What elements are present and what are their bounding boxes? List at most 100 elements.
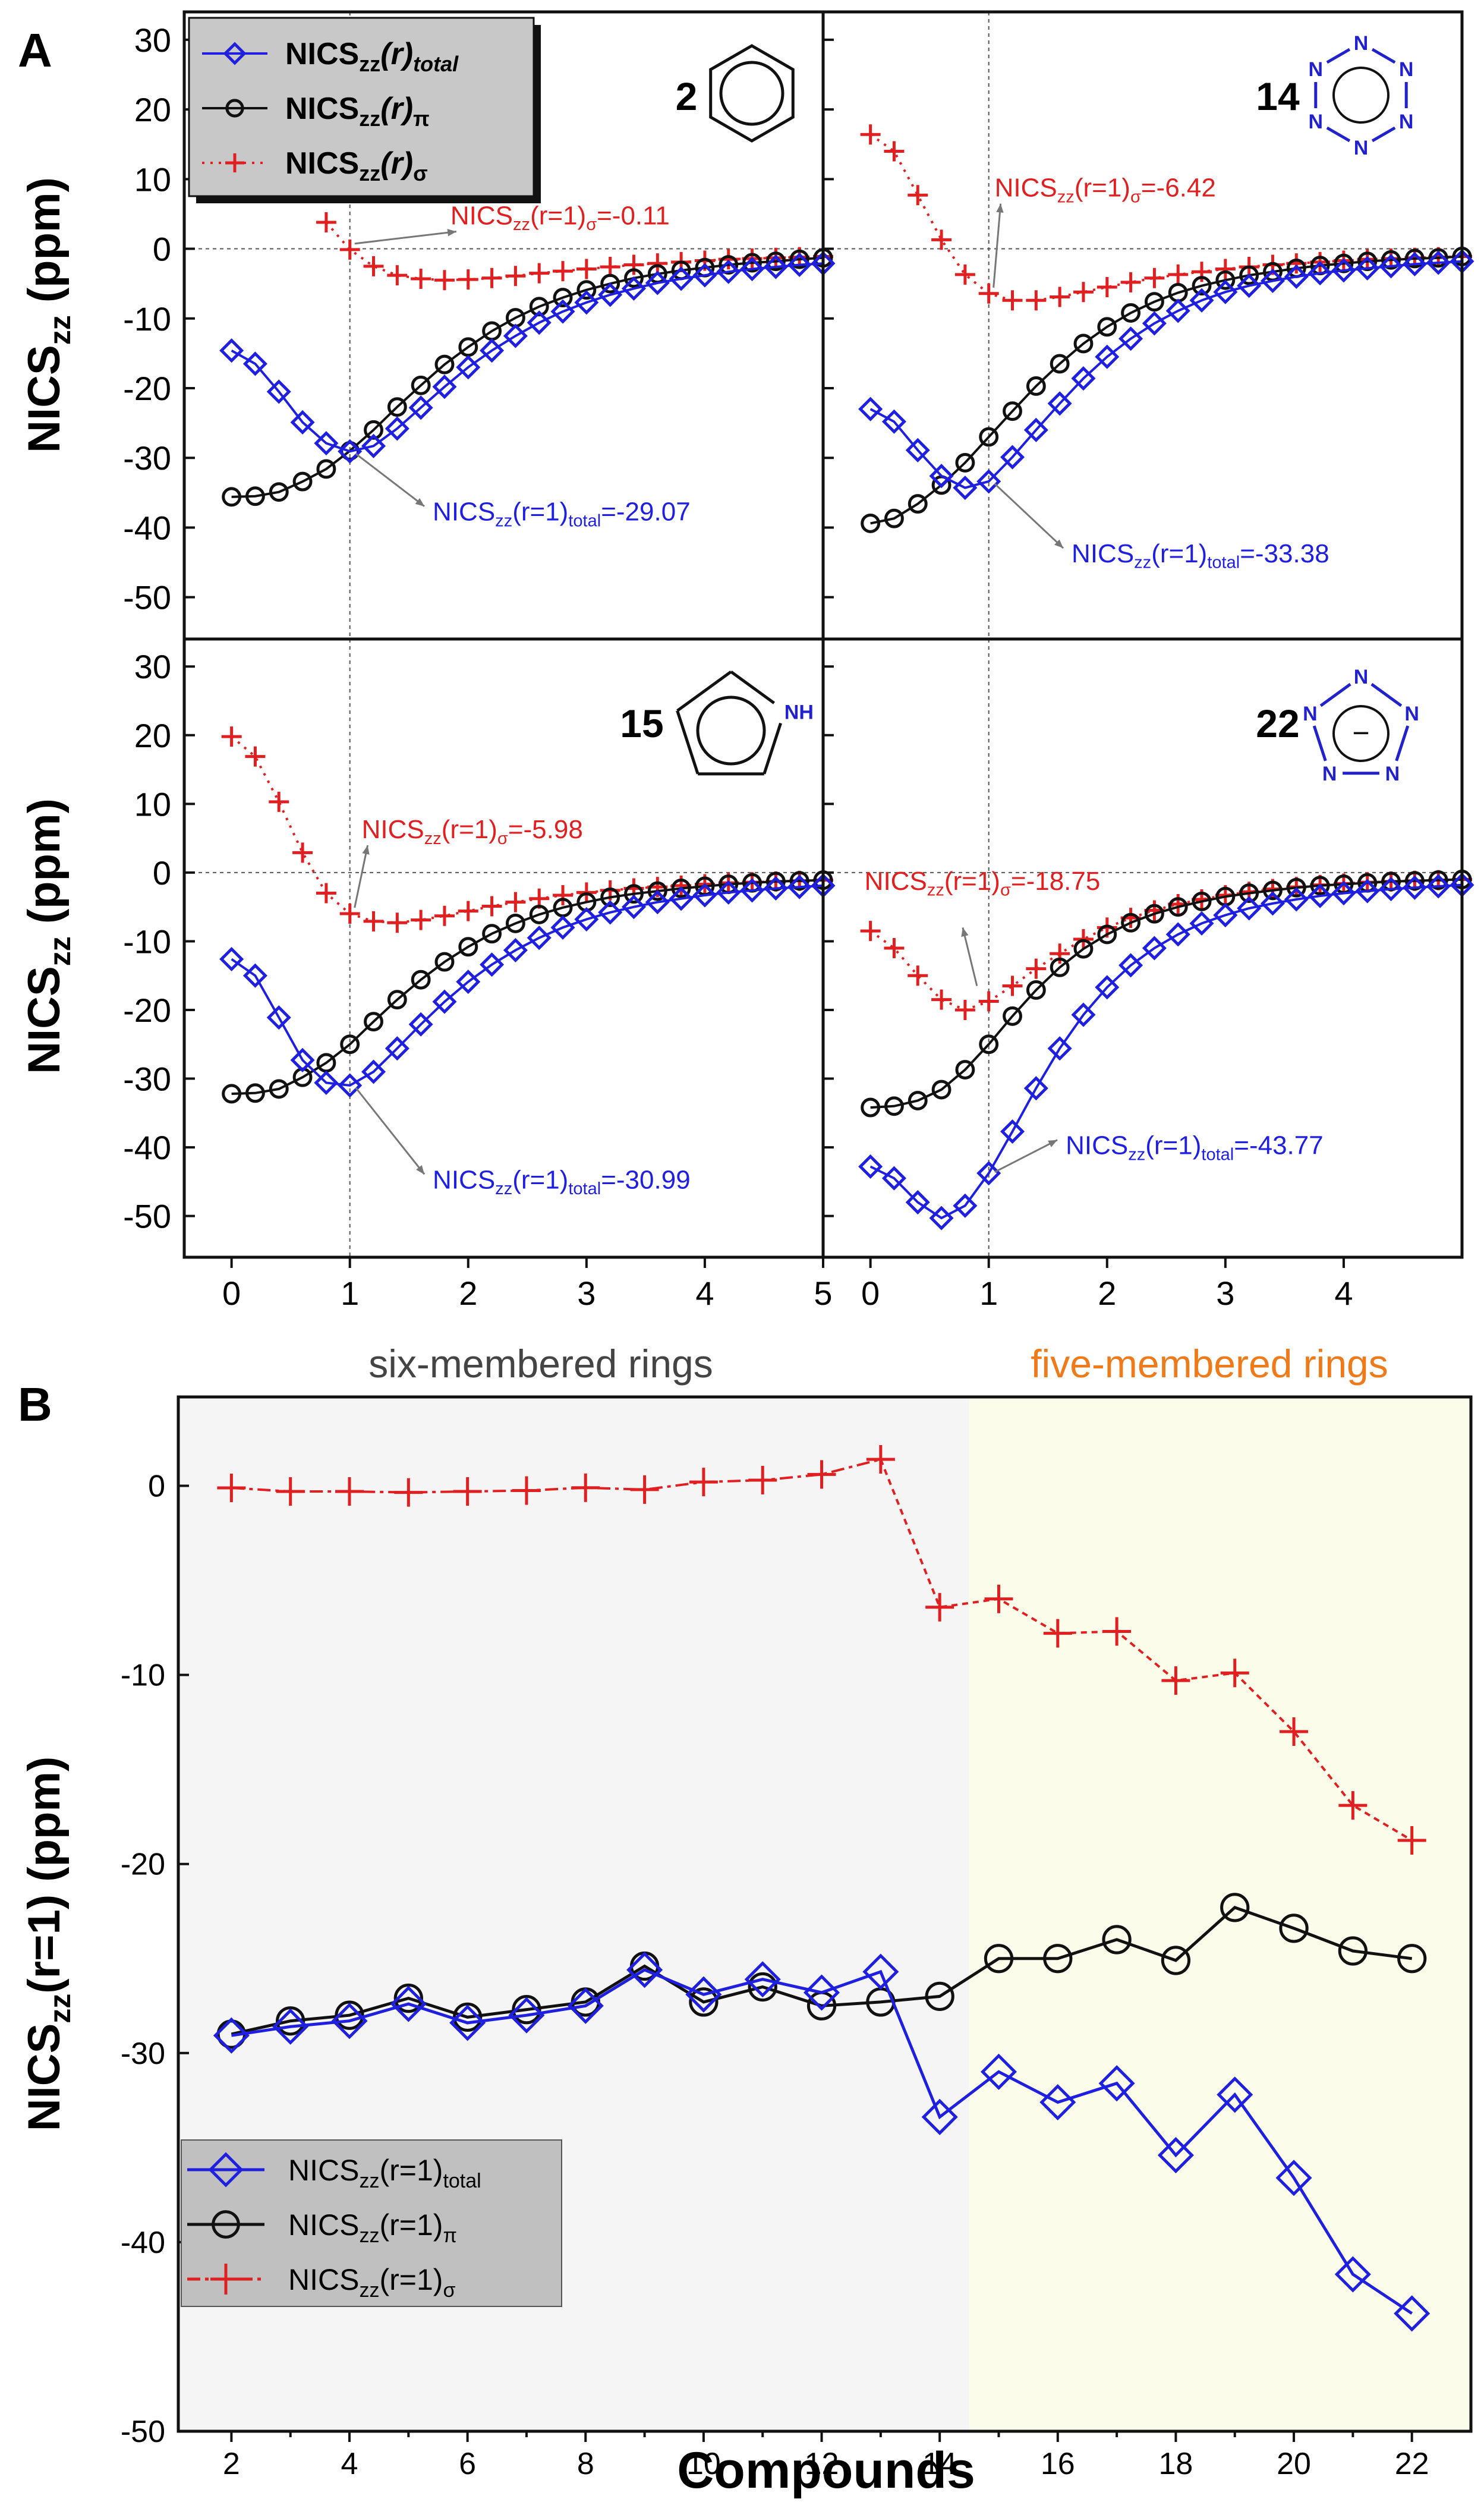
tick-label: 3 bbox=[577, 1274, 596, 1312]
data-point-pi bbox=[1428, 248, 1448, 268]
data-point-total bbox=[314, 431, 339, 456]
data-point-sigma bbox=[866, 1444, 895, 1474]
panel-a-ylabel-top: NICSzz (ppm) bbox=[19, 177, 77, 453]
series-markers-total bbox=[219, 873, 836, 1098]
panel-b-label: B bbox=[18, 1378, 52, 1431]
data-point-total bbox=[1355, 879, 1380, 904]
data-point-total bbox=[1047, 391, 1072, 416]
tick-label: -10 bbox=[123, 923, 171, 960]
tick-label: 10 bbox=[686, 2447, 721, 2481]
data-point-total bbox=[953, 476, 978, 501]
data-point-pi bbox=[1215, 270, 1236, 290]
y-axis-ticks bbox=[823, 38, 834, 599]
data-point-total bbox=[338, 1073, 363, 1098]
data-point-total bbox=[1275, 2160, 1312, 2196]
series-line-sigma bbox=[869, 878, 1463, 1012]
data-point-total bbox=[1213, 279, 1238, 304]
data-point-sigma bbox=[505, 892, 526, 912]
data-point-total bbox=[763, 254, 788, 279]
data-point-total bbox=[1237, 273, 1262, 298]
bond bbox=[1371, 126, 1396, 143]
data-point-pi bbox=[1310, 876, 1330, 896]
data-point-total bbox=[1355, 256, 1380, 281]
data-point-pi bbox=[884, 508, 904, 528]
annotation-arrowhead bbox=[996, 203, 1004, 213]
data-point-sigma bbox=[316, 883, 336, 904]
data-point-total bbox=[858, 1154, 883, 1179]
data-point-sigma bbox=[647, 253, 668, 274]
data-point-total bbox=[408, 1012, 433, 1037]
data-point-pi bbox=[647, 881, 667, 901]
data-point-total bbox=[574, 290, 599, 315]
annotation-arrowhead bbox=[447, 229, 456, 237]
tick-label: -20 bbox=[123, 370, 171, 407]
panel-a-2: NICSzz(r=1)σ=-0.11 NICSzz(r=1)total=-29.0… bbox=[123, 10, 836, 641]
y-axis-ticks: 30 20 10 0 -10 -20 -30 -40 -50 bbox=[123, 21, 195, 616]
panel-b-ylabel: NICSzz(r=1) (ppm) bbox=[19, 1757, 77, 2132]
data-point-total bbox=[905, 1190, 930, 1215]
data-point-total bbox=[1118, 953, 1143, 978]
data-point-pi bbox=[979, 427, 999, 447]
data-point-total bbox=[361, 433, 386, 458]
data-point-total bbox=[626, 1952, 663, 1988]
data-point-sigma bbox=[1002, 290, 1023, 311]
data-point-total bbox=[740, 878, 765, 903]
data-point-sigma bbox=[316, 212, 336, 233]
tick-label: 10 bbox=[134, 785, 171, 823]
series-line-pi bbox=[231, 256, 824, 498]
data-point-pi bbox=[671, 879, 691, 898]
legend-marker-sigma bbox=[225, 153, 244, 172]
tick-label: 8 bbox=[577, 2447, 594, 2481]
data-point-total bbox=[976, 469, 1001, 494]
data-point-total bbox=[527, 310, 552, 335]
data-point-total bbox=[716, 880, 741, 905]
data-point-sigma bbox=[339, 903, 360, 924]
series-markers-sigma bbox=[860, 124, 1472, 311]
tick-label: 1 bbox=[341, 1274, 359, 1312]
annotation-sigma: NICSzz(r=1)σ=-5.98 bbox=[362, 815, 583, 848]
data-point-sigma bbox=[434, 905, 455, 926]
data-point-total bbox=[503, 323, 528, 348]
tick-label: 6 bbox=[459, 2447, 476, 2481]
tick-label: 4 bbox=[1334, 1274, 1353, 1312]
data-point-total bbox=[929, 464, 954, 489]
data-point-total bbox=[716, 259, 741, 284]
data-point-pi bbox=[1121, 303, 1141, 323]
data-point-sigma bbox=[630, 1475, 659, 1504]
atom-label: N bbox=[1354, 137, 1369, 159]
data-point-sigma bbox=[571, 1473, 600, 1502]
data-point-total bbox=[1071, 366, 1096, 391]
data-point-pi bbox=[482, 924, 502, 944]
legend-marker-total bbox=[208, 2152, 244, 2188]
data-point-total bbox=[976, 1161, 1001, 1186]
data-point-pi bbox=[1220, 1893, 1250, 1922]
data-point-pi bbox=[1102, 1925, 1132, 1955]
data-point-pi bbox=[884, 1096, 904, 1116]
series-sigma bbox=[217, 1444, 1426, 1855]
data-point-sigma bbox=[1215, 259, 1236, 279]
data-point-pi bbox=[1397, 1944, 1427, 1974]
data-point-total bbox=[213, 2017, 250, 2054]
data-point-total bbox=[1307, 261, 1332, 286]
data-point-sigma bbox=[387, 265, 408, 286]
data-point-sigma bbox=[335, 1477, 364, 1506]
data-point-pi bbox=[719, 255, 739, 275]
data-point-total bbox=[1213, 902, 1238, 928]
data-point-total bbox=[1000, 1119, 1025, 1144]
data-point-pi bbox=[269, 1079, 289, 1099]
bond bbox=[1370, 682, 1403, 707]
tick-label: -10 bbox=[121, 1658, 165, 1693]
data-point-total bbox=[1118, 326, 1143, 351]
annotation-arrow-total bbox=[994, 1139, 1058, 1173]
data-point-pi bbox=[1073, 333, 1094, 354]
data-point-pi bbox=[1286, 877, 1306, 898]
atom-label: N bbox=[1354, 666, 1369, 688]
bond bbox=[1319, 682, 1351, 707]
data-point-pi bbox=[1026, 980, 1046, 1000]
svg-text:NICSzz(r=1) (ppm): NICSzz(r=1) (ppm) bbox=[19, 1757, 77, 2132]
bond bbox=[676, 710, 700, 775]
data-point-pi bbox=[908, 494, 928, 514]
annotation-total: NICSzz(r=1)total=-30.99 bbox=[433, 1165, 691, 1198]
data-point-total bbox=[1039, 2084, 1076, 2121]
